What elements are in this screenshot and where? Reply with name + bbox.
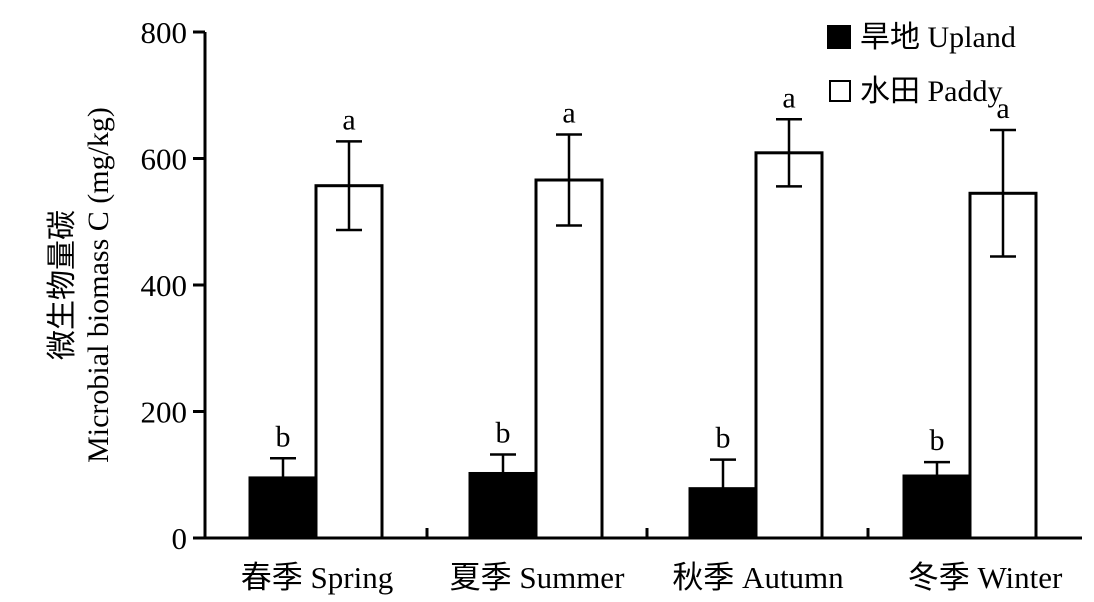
y-axis-title: 微生物量碳 Microbial biomass C (mg/kg): [46, 107, 115, 463]
x-category-label: 冬季 Winter: [908, 560, 1063, 595]
significance-letter: a: [996, 92, 1009, 125]
significance-letter: b: [716, 422, 731, 455]
legend: 旱地 Upland 水田 Paddy: [827, 21, 1016, 108]
bar-paddy: [534, 178, 604, 540]
y-tick-label: 0: [172, 521, 188, 556]
significance-letter: a: [782, 81, 795, 114]
legend-label-paddy: 水田 Paddy: [860, 75, 1003, 108]
legend-swatch-upland: [827, 25, 851, 49]
y-tick-label: 400: [141, 268, 188, 303]
y-axis-title-line1: 微生物量碳: [46, 210, 79, 360]
legend-label-upland: 旱地 Upland: [860, 21, 1016, 54]
y-tick-label: 800: [141, 15, 188, 50]
significance-letter: a: [562, 96, 575, 129]
x-category-labels: 春季 Spring 夏季 Summer 秋季 Autumn 冬季 Winter: [241, 560, 1063, 595]
significance-letter: a: [342, 103, 355, 136]
x-category-label: 春季 Spring: [241, 560, 393, 595]
significance-letter: b: [276, 420, 291, 453]
y-tick-label: 600: [141, 142, 188, 177]
significance-letter: b: [930, 424, 945, 457]
legend-swatch-paddy: [829, 80, 851, 102]
x-category-label: 秋季 Autumn: [672, 560, 844, 595]
x-category-label: 夏季 Summer: [450, 560, 625, 595]
x-ticks: [425, 528, 870, 538]
y-axis-title-line2: Microbial biomass C (mg/kg): [82, 107, 115, 463]
y-tick-label: 200: [141, 395, 188, 430]
bar-paddy: [314, 184, 384, 540]
bars: [248, 118, 1038, 540]
significance-letter: b: [496, 417, 511, 450]
y-ticks: 0 200 400 600 800: [141, 15, 205, 556]
bar-paddy: [754, 151, 824, 540]
significance-labels: b b b b a a a a: [276, 81, 1010, 457]
